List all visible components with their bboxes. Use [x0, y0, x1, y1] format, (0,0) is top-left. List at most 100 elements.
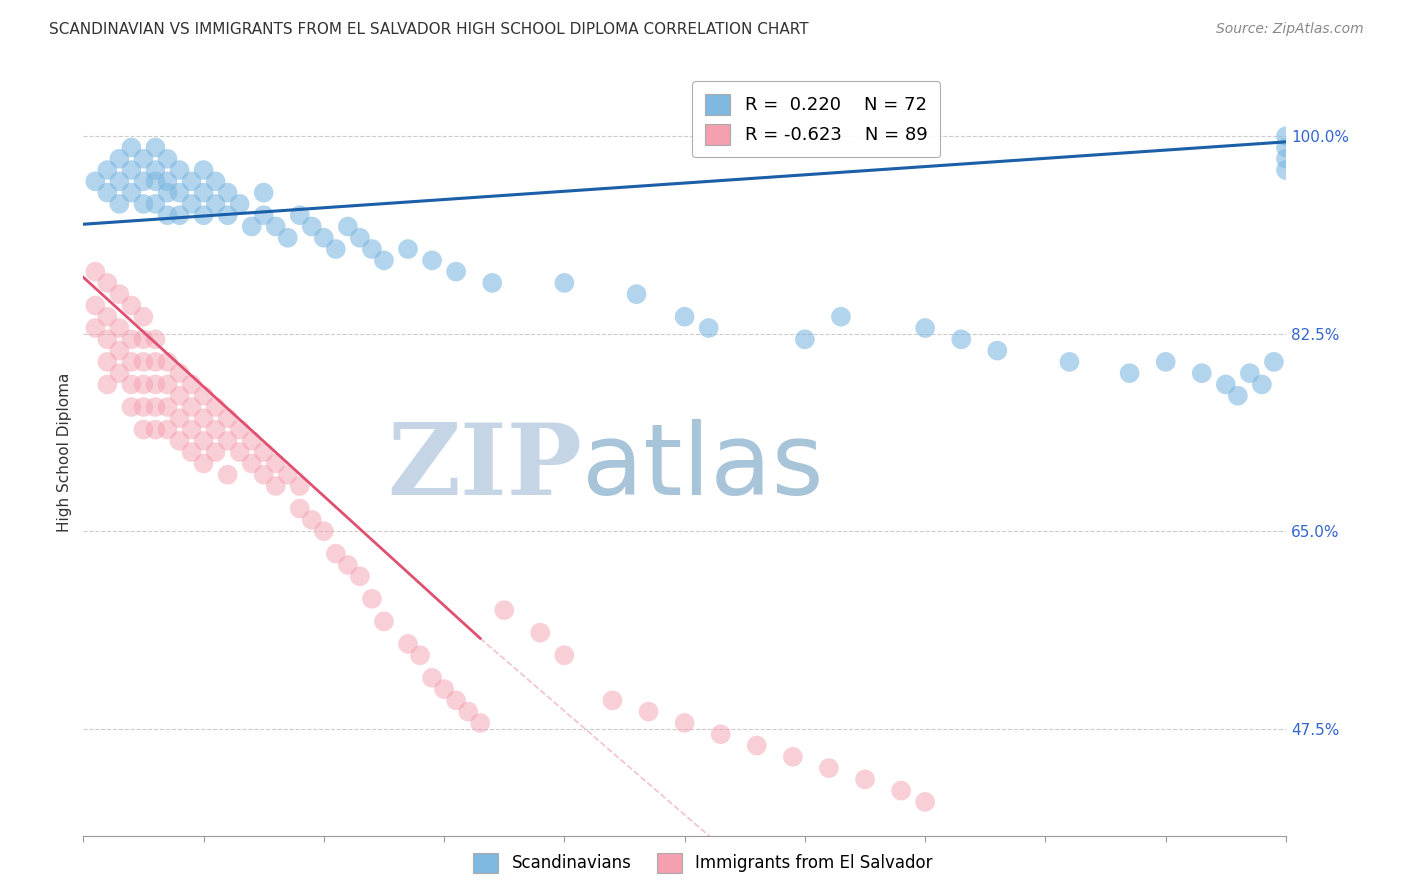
- Point: [84, 174, 107, 188]
- Point: [1275, 140, 1298, 154]
- Point: [145, 400, 167, 414]
- Point: [470, 715, 492, 730]
- Point: [84, 321, 107, 335]
- Point: [217, 186, 239, 200]
- Point: [288, 501, 311, 516]
- Point: [193, 434, 215, 448]
- Point: [108, 321, 131, 335]
- Point: [914, 321, 936, 335]
- Point: [96, 377, 118, 392]
- Point: [84, 265, 107, 279]
- Point: [396, 242, 419, 256]
- Point: [277, 467, 299, 482]
- Point: [217, 467, 239, 482]
- Point: [96, 332, 118, 346]
- Point: [553, 276, 575, 290]
- Point: [180, 197, 202, 211]
- Point: [169, 163, 191, 178]
- Point: [673, 310, 696, 324]
- Point: [180, 174, 202, 188]
- Point: [349, 569, 371, 583]
- Point: [602, 693, 624, 707]
- Point: [156, 152, 179, 166]
- Point: [180, 400, 202, 414]
- Point: [1215, 377, 1237, 392]
- Point: [312, 524, 335, 538]
- Point: [120, 163, 142, 178]
- Point: [145, 174, 167, 188]
- Point: [457, 705, 479, 719]
- Point: [132, 332, 155, 346]
- Point: [420, 671, 443, 685]
- Point: [228, 423, 250, 437]
- Point: [145, 423, 167, 437]
- Point: [325, 242, 347, 256]
- Point: [169, 389, 191, 403]
- Point: [710, 727, 733, 741]
- Point: [626, 287, 648, 301]
- Point: [193, 208, 215, 222]
- Point: [818, 761, 841, 775]
- Point: [481, 276, 503, 290]
- Text: SCANDINAVIAN VS IMMIGRANTS FROM EL SALVADOR HIGH SCHOOL DIPLOMA CORRELATION CHAR: SCANDINAVIAN VS IMMIGRANTS FROM EL SALVA…: [49, 22, 808, 37]
- Point: [145, 197, 167, 211]
- Point: [240, 457, 263, 471]
- Point: [169, 186, 191, 200]
- Point: [145, 377, 167, 392]
- Point: [120, 355, 142, 369]
- Point: [793, 332, 815, 346]
- Point: [494, 603, 516, 617]
- Point: [193, 411, 215, 425]
- Point: [301, 513, 323, 527]
- Legend: Scandinavians, Immigrants from El Salvador: Scandinavians, Immigrants from El Salvad…: [467, 847, 939, 880]
- Point: [84, 298, 107, 312]
- Point: [301, 219, 323, 234]
- Point: [336, 219, 359, 234]
- Text: ZIP: ZIP: [388, 419, 582, 516]
- Point: [1275, 152, 1298, 166]
- Point: [132, 423, 155, 437]
- Point: [132, 310, 155, 324]
- Point: [132, 400, 155, 414]
- Point: [361, 591, 384, 606]
- Point: [986, 343, 1008, 358]
- Point: [108, 343, 131, 358]
- Point: [156, 377, 179, 392]
- Point: [96, 186, 118, 200]
- Point: [145, 163, 167, 178]
- Point: [288, 208, 311, 222]
- Point: [145, 332, 167, 346]
- Point: [169, 411, 191, 425]
- Point: [673, 715, 696, 730]
- Point: [396, 637, 419, 651]
- Point: [217, 411, 239, 425]
- Point: [373, 615, 395, 629]
- Point: [108, 197, 131, 211]
- Point: [420, 253, 443, 268]
- Point: [180, 423, 202, 437]
- Point: [204, 423, 226, 437]
- Point: [914, 795, 936, 809]
- Point: [444, 693, 467, 707]
- Point: [240, 434, 263, 448]
- Point: [277, 231, 299, 245]
- Point: [156, 423, 179, 437]
- Point: [1275, 163, 1298, 178]
- Point: [132, 197, 155, 211]
- Point: [120, 377, 142, 392]
- Point: [96, 310, 118, 324]
- Point: [180, 445, 202, 459]
- Point: [264, 479, 287, 493]
- Point: [253, 467, 276, 482]
- Point: [96, 163, 118, 178]
- Point: [1275, 129, 1298, 144]
- Point: [228, 445, 250, 459]
- Point: [204, 400, 226, 414]
- Point: [120, 332, 142, 346]
- Point: [349, 231, 371, 245]
- Point: [1251, 377, 1274, 392]
- Point: [169, 208, 191, 222]
- Point: [193, 457, 215, 471]
- Point: [553, 648, 575, 663]
- Point: [120, 400, 142, 414]
